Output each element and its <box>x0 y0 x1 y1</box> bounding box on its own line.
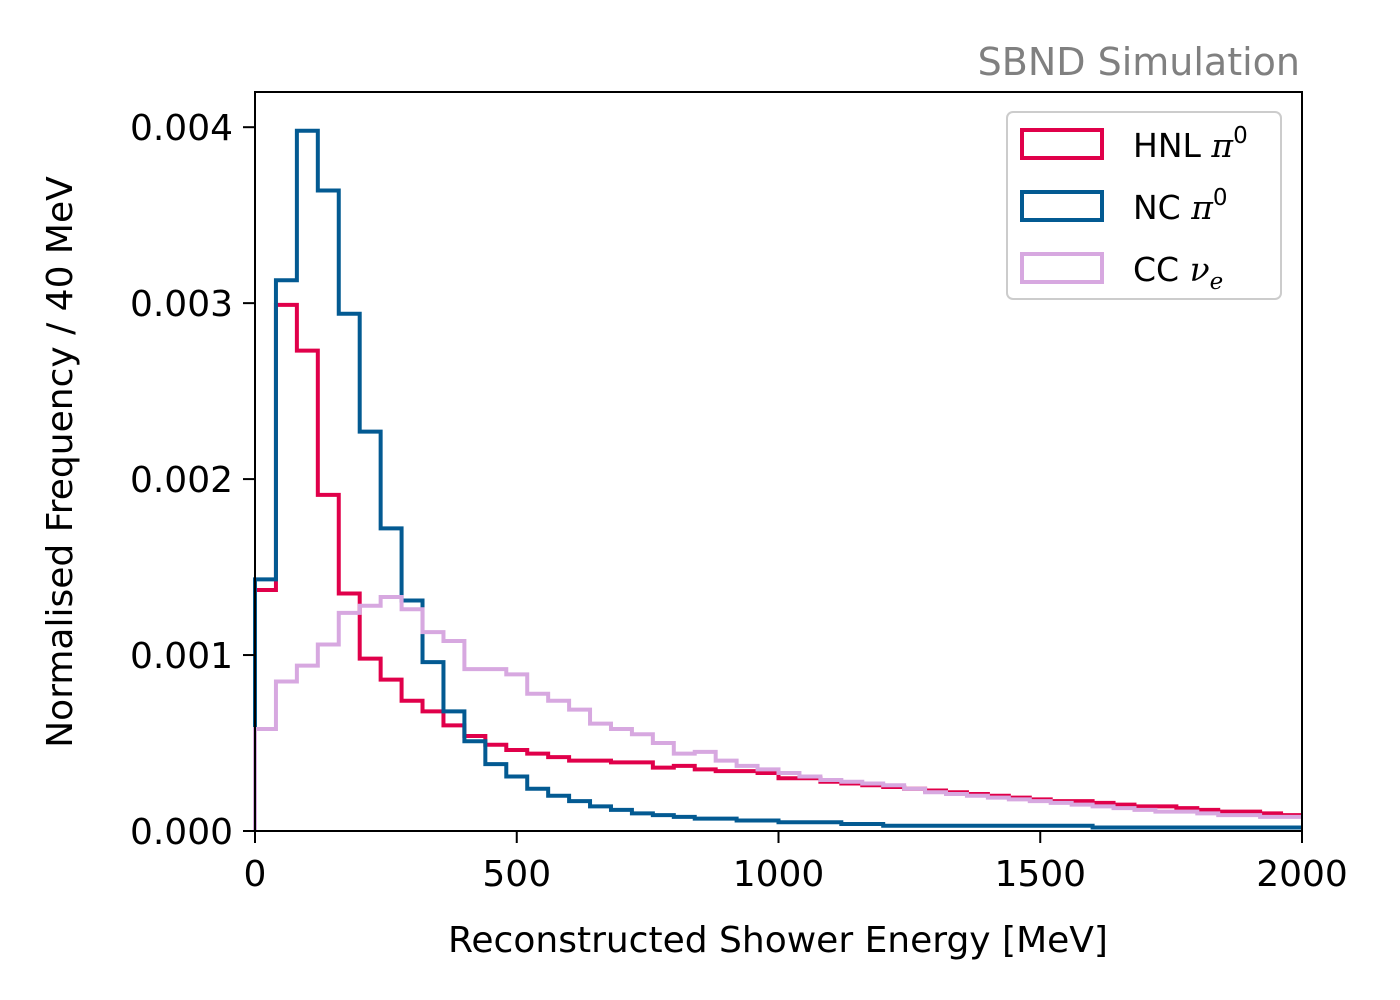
x-tick-label: 2000 <box>1256 854 1348 895</box>
legend-label-hnl: HNL π0 <box>1133 123 1248 165</box>
series-line-hnl <box>253 302 1302 831</box>
legend-label-nc: NC π0 <box>1133 185 1228 227</box>
x-tick-label: 1000 <box>733 854 825 895</box>
legend-swatch-nc <box>1020 190 1104 222</box>
legend-swatch-cc <box>1020 252 1104 284</box>
legend: HNL π0 NC π0 CC νe <box>1006 111 1282 300</box>
y-tick-label: 0.001 <box>130 636 233 677</box>
legend-entries: HNL π0 NC π0 CC νe <box>1020 123 1248 295</box>
x-tick-label: 500 <box>482 854 551 895</box>
x-tick-label: 0 <box>244 854 267 895</box>
y-tick-label: 0.004 <box>130 108 233 149</box>
y-axis: 0.000 0.001 0.002 0.003 0.004 <box>130 108 255 853</box>
x-axis-title: Reconstructed Shower Energy [MeV] <box>448 920 1108 961</box>
y-tick-label: 0.003 <box>130 284 233 325</box>
watermark-text: SBND Simulation <box>978 40 1300 84</box>
y-axis-title: Normalised Frequency / 40 MeV <box>40 176 81 748</box>
series-line-nc <box>253 128 1302 831</box>
x-axis: 0 500 1000 1500 2000 <box>244 831 1348 895</box>
y-tick-label: 0.002 <box>130 460 233 501</box>
y-tick-label: 0.000 <box>130 812 233 853</box>
x-tick-label: 1500 <box>994 854 1086 895</box>
series-line-cc <box>253 594 1302 831</box>
legend-swatch-hnl <box>1020 128 1104 160</box>
legend-label-cc: CC νe <box>1133 250 1223 295</box>
series-group <box>253 128 1302 831</box>
